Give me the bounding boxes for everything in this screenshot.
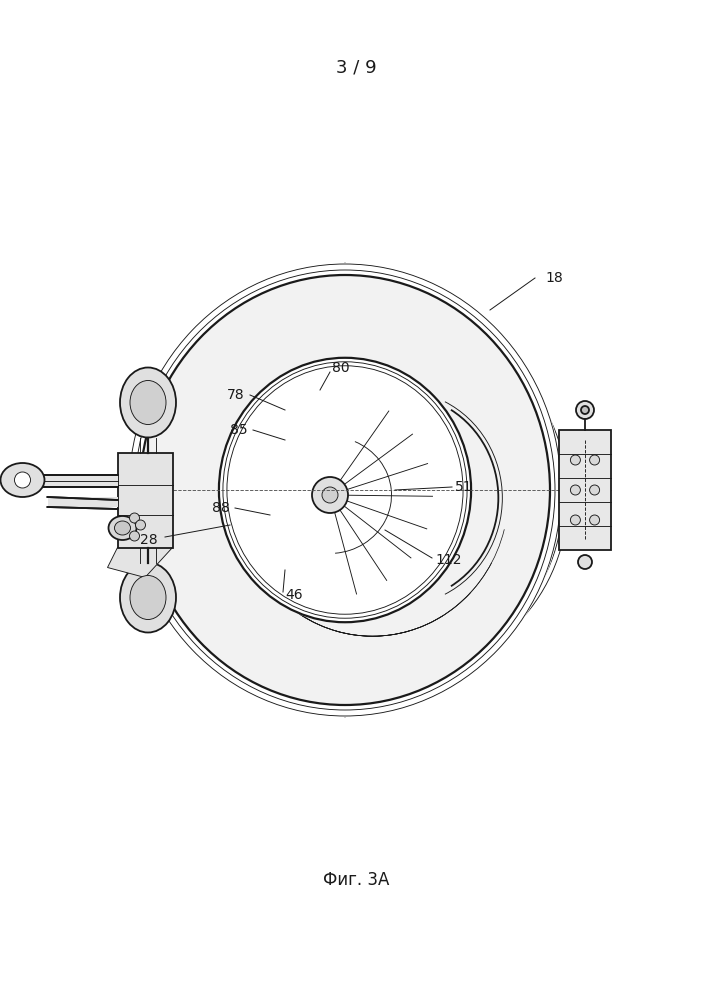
- Ellipse shape: [130, 576, 166, 619]
- Ellipse shape: [219, 358, 471, 622]
- Circle shape: [576, 401, 594, 419]
- Text: 46: 46: [285, 588, 303, 602]
- Ellipse shape: [108, 516, 137, 540]
- Circle shape: [578, 555, 592, 569]
- Circle shape: [590, 515, 600, 525]
- Text: 88: 88: [212, 501, 230, 515]
- Circle shape: [570, 455, 580, 465]
- Text: 112: 112: [435, 553, 461, 567]
- Circle shape: [130, 531, 140, 541]
- Circle shape: [581, 406, 589, 414]
- Text: 80: 80: [332, 361, 350, 375]
- Text: 78: 78: [227, 388, 245, 402]
- Circle shape: [322, 487, 338, 503]
- Bar: [43, 475, 117, 487]
- Text: 3 / 9: 3 / 9: [335, 59, 377, 77]
- Text: 85: 85: [231, 423, 248, 437]
- Ellipse shape: [120, 367, 176, 438]
- Ellipse shape: [218, 357, 472, 623]
- Circle shape: [312, 477, 348, 513]
- Circle shape: [130, 513, 140, 523]
- Bar: [117, 452, 172, 548]
- Circle shape: [135, 520, 145, 530]
- Ellipse shape: [140, 275, 550, 705]
- Ellipse shape: [130, 380, 166, 424]
- Polygon shape: [108, 548, 172, 578]
- Bar: [559, 430, 611, 550]
- Ellipse shape: [115, 521, 130, 535]
- Circle shape: [570, 485, 580, 495]
- Text: 18: 18: [545, 271, 562, 285]
- Ellipse shape: [120, 562, 176, 633]
- Circle shape: [590, 485, 600, 495]
- Circle shape: [14, 472, 31, 488]
- Circle shape: [590, 455, 600, 465]
- Text: 51: 51: [455, 480, 473, 494]
- Ellipse shape: [1, 463, 44, 497]
- Ellipse shape: [128, 263, 562, 717]
- Text: 28: 28: [140, 533, 157, 547]
- Bar: [48, 497, 117, 507]
- Text: Фиг. 3А: Фиг. 3А: [323, 871, 389, 889]
- Circle shape: [570, 515, 580, 525]
